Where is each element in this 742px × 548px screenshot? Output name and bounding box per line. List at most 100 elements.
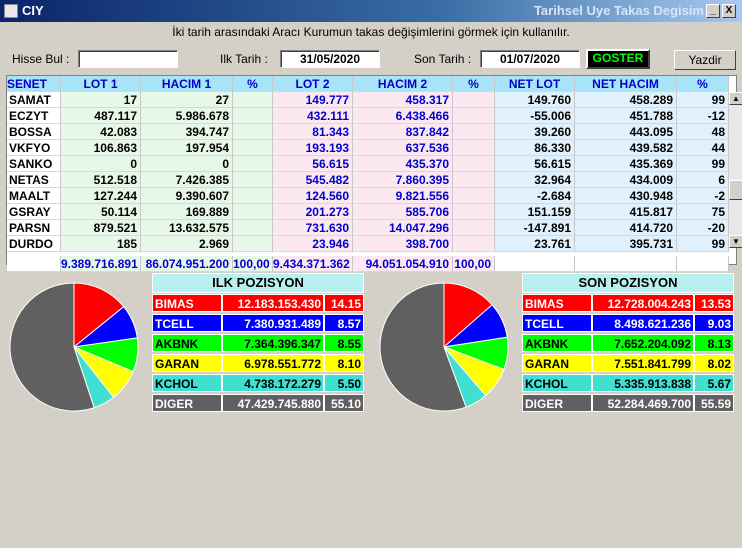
stock-symbol-cell[interactable]: SANKO — [7, 156, 61, 172]
table-cell-pct2[interactable] — [453, 92, 495, 108]
table-cell-nethacim[interactable]: 443.095 — [575, 124, 677, 140]
table-cell-netlot[interactable]: -2.684 — [495, 188, 575, 204]
table-cell-hacim1[interactable]: 13.632.575 — [141, 220, 233, 236]
scroll-down-icon[interactable]: ▼ — [729, 235, 742, 248]
ilk-tarih-input[interactable]: 31/05/2020 — [280, 50, 380, 68]
table-cell-lot2[interactable]: 193.193 — [273, 140, 353, 156]
table-cell-pct2[interactable] — [453, 220, 495, 236]
table-cell-lot2[interactable]: 124.560 — [273, 188, 353, 204]
table-cell-nethacim[interactable]: 458.289 — [575, 92, 677, 108]
table-cell-pct2[interactable] — [453, 108, 495, 124]
table-cell-nethacim[interactable]: 395.731 — [575, 236, 677, 252]
hisse-search-input[interactable] — [78, 50, 178, 68]
table-cell-netlot[interactable]: 149.760 — [495, 92, 575, 108]
table-cell-hacim1[interactable]: 5.986.678 — [141, 108, 233, 124]
table-cell-pct2[interactable] — [453, 204, 495, 220]
stock-symbol-cell[interactable]: BOSSA — [7, 124, 61, 140]
table-cell-nethacim[interactable]: 430.948 — [575, 188, 677, 204]
table-cell-lot2[interactable]: 81.343 — [273, 124, 353, 140]
table-cell-pct2[interactable] — [453, 124, 495, 140]
table-cell-lot2[interactable]: 545.482 — [273, 172, 353, 188]
table-cell-hacim2[interactable]: 6.438.466 — [353, 108, 453, 124]
table-cell-lot1[interactable]: 185 — [61, 236, 141, 252]
minimize-button[interactable]: _ — [706, 4, 720, 18]
stock-symbol-cell[interactable]: PARSN — [7, 220, 61, 236]
table-cell-netlot[interactable]: 56.615 — [495, 156, 575, 172]
table-cell-nethacim[interactable]: 414.720 — [575, 220, 677, 236]
column-header-nethacim[interactable]: NET HACIM — [575, 76, 677, 92]
table-cell-hacim1[interactable]: 7.426.385 — [141, 172, 233, 188]
table-cell-hacim2[interactable]: 398.700 — [353, 236, 453, 252]
table-cell-netlot[interactable]: 23.761 — [495, 236, 575, 252]
table-cell-lot2[interactable]: 201.273 — [273, 204, 353, 220]
table-cell-hacim1[interactable]: 9.390.607 — [141, 188, 233, 204]
table-cell-pct2[interactable] — [453, 156, 495, 172]
table-cell-pct1[interactable] — [233, 236, 273, 252]
table-cell-pct1[interactable] — [233, 220, 273, 236]
table-cell-hacim2[interactable]: 9.821.556 — [353, 188, 453, 204]
table-cell-netlot[interactable]: 86.330 — [495, 140, 575, 156]
table-cell-hacim2[interactable]: 637.536 — [353, 140, 453, 156]
column-header-hacim2[interactable]: HACIM 2 — [353, 76, 453, 92]
stock-symbol-cell[interactable]: MAALT — [7, 188, 61, 204]
table-cell-lot1[interactable]: 50.114 — [61, 204, 141, 220]
table-cell-pctnet[interactable]: 44 — [677, 140, 729, 156]
table-cell-pct2[interactable] — [453, 140, 495, 156]
table-cell-hacim1[interactable]: 0 — [141, 156, 233, 172]
scroll-up-icon[interactable]: ▲ — [729, 92, 742, 105]
table-cell-pct1[interactable] — [233, 188, 273, 204]
column-header-netlot[interactable]: NET LOT — [495, 76, 575, 92]
stock-symbol-cell[interactable]: SAMAT — [7, 92, 61, 108]
table-cell-pctnet[interactable]: -12 — [677, 108, 729, 124]
stock-symbol-cell[interactable]: GSRAY — [7, 204, 61, 220]
table-cell-pctnet[interactable]: 6 — [677, 172, 729, 188]
column-header-lot1[interactable]: LOT 1 — [61, 76, 141, 92]
stock-symbol-cell[interactable]: NETAS — [7, 172, 61, 188]
table-cell-lot2[interactable]: 23.946 — [273, 236, 353, 252]
table-cell-pctnet[interactable]: 99 — [677, 92, 729, 108]
table-cell-hacim2[interactable]: 585.706 — [353, 204, 453, 220]
table-cell-pct1[interactable] — [233, 140, 273, 156]
stock-symbol-cell[interactable]: VKFYO — [7, 140, 61, 156]
table-cell-lot2[interactable]: 731.630 — [273, 220, 353, 236]
table-cell-pct2[interactable] — [453, 236, 495, 252]
table-cell-pctnet[interactable]: 75 — [677, 204, 729, 220]
table-cell-netlot[interactable]: 151.159 — [495, 204, 575, 220]
table-cell-lot1[interactable]: 127.244 — [61, 188, 141, 204]
column-header-pct2[interactable]: % — [453, 76, 495, 92]
table-cell-hacim2[interactable]: 435.370 — [353, 156, 453, 172]
table-cell-lot1[interactable]: 17 — [61, 92, 141, 108]
column-header-hacim1[interactable]: HACIM 1 — [141, 76, 233, 92]
table-cell-hacim1[interactable]: 394.747 — [141, 124, 233, 140]
table-cell-hacim2[interactable]: 837.842 — [353, 124, 453, 140]
column-header-pct1[interactable]: % — [233, 76, 273, 92]
table-cell-netlot[interactable]: 32.964 — [495, 172, 575, 188]
table-cell-pctnet[interactable]: 48 — [677, 124, 729, 140]
table-cell-hacim1[interactable]: 169.889 — [141, 204, 233, 220]
table-cell-pct1[interactable] — [233, 92, 273, 108]
table-cell-pctnet[interactable]: -20 — [677, 220, 729, 236]
table-cell-hacim1[interactable]: 197.954 — [141, 140, 233, 156]
table-cell-netlot[interactable]: -55.006 — [495, 108, 575, 124]
table-cell-nethacim[interactable]: 434.009 — [575, 172, 677, 188]
close-button[interactable]: X — [722, 4, 736, 18]
table-cell-lot1[interactable]: 106.863 — [61, 140, 141, 156]
vertical-scrollbar[interactable]: ▲ ▼ — [728, 92, 742, 248]
goster-button[interactable]: GOSTER — [586, 49, 650, 69]
table-cell-lot1[interactable]: 0 — [61, 156, 141, 172]
table-cell-hacim2[interactable]: 458.317 — [353, 92, 453, 108]
stock-symbol-cell[interactable]: DURDO — [7, 236, 61, 252]
table-cell-pctnet[interactable]: 99 — [677, 156, 729, 172]
stock-symbol-cell[interactable]: ECZYT — [7, 108, 61, 124]
table-cell-lot1[interactable]: 42.083 — [61, 124, 141, 140]
table-cell-pct2[interactable] — [453, 172, 495, 188]
table-cell-hacim1[interactable]: 2.969 — [141, 236, 233, 252]
table-cell-nethacim[interactable]: 439.582 — [575, 140, 677, 156]
table-cell-netlot[interactable]: -147.891 — [495, 220, 575, 236]
table-cell-nethacim[interactable]: 415.817 — [575, 204, 677, 220]
table-cell-hacim2[interactable]: 7.860.395 — [353, 172, 453, 188]
son-tarih-input[interactable]: 01/07/2020 — [480, 50, 580, 68]
yazdir-button[interactable]: Yazdir — [674, 50, 736, 70]
table-cell-hacim2[interactable]: 14.047.296 — [353, 220, 453, 236]
table-cell-pct2[interactable] — [453, 188, 495, 204]
